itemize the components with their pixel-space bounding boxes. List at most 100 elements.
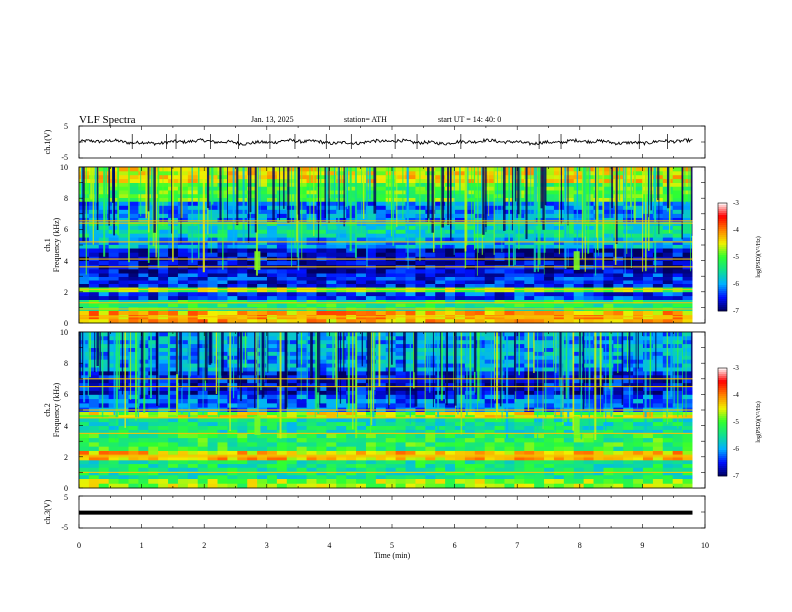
ch1-spectrogram-cell	[138, 276, 149, 281]
ch2-spectrogram-cell	[593, 390, 604, 395]
ch1-spectrogram-cell	[514, 248, 525, 253]
ch2-spectrogram-cell	[682, 474, 693, 480]
ch1-spectrogram-cell	[643, 291, 654, 297]
ch1-spectrogram-cell	[88, 299, 100, 304]
ch2-spectrogram-cell	[108, 414, 119, 419]
ch1-spectrogram-cell	[375, 280, 387, 285]
ch2-spectrogram-cell	[316, 386, 327, 391]
ch1-spectrogram-cell	[643, 295, 654, 300]
ch2-spectrogram-cell	[247, 367, 258, 372]
ch2-spectrogram-cell	[88, 390, 100, 395]
ch1-spectrogram-cell	[375, 229, 387, 234]
ch2-spectrogram-cell	[267, 363, 278, 368]
ch2-spectrogram-cell	[79, 429, 90, 434]
ch1-spectrogram-sferic	[162, 167, 164, 227]
ch1-spectrogram-cell	[415, 240, 426, 245]
ch1-spectrogram-cell	[316, 167, 327, 172]
ch2-spectrogram-cell	[316, 483, 327, 489]
ch2-spectrogram-cell	[415, 398, 426, 404]
ch1-spectrogram-cell	[138, 248, 149, 253]
ch1-spectrogram-cell	[346, 299, 357, 304]
ch1-spectrogram-cell	[276, 291, 288, 297]
ch1-spectrogram-cell	[405, 174, 416, 180]
ch1-spectrogram-sferic	[481, 167, 483, 214]
ch2-spectrogram-cell	[158, 367, 169, 372]
ch2-spectrogram-cell	[643, 411, 654, 416]
ch1-spectrogram-cell	[524, 299, 535, 304]
ch2-spectrogram-cell	[168, 474, 179, 480]
ch2-spectrogram-cell	[593, 421, 604, 426]
ch2-spectrogram-cell	[148, 382, 159, 387]
ch1-spectrogram-cell	[613, 225, 624, 230]
ch2-spectrogram-cell	[484, 483, 495, 489]
ch2-spectrogram-cell	[544, 483, 555, 489]
ch2-spectrogram-cell	[652, 483, 664, 489]
ch1-spectrogram-cell	[494, 273, 505, 277]
ch2-spectrogram-cell	[652, 414, 664, 419]
ch1-spectrogram-axis	[78, 166, 706, 324]
ch1-spectrogram-cell	[682, 310, 693, 316]
ch1-spectrogram-cell	[563, 174, 575, 180]
ch1-spectrogram-gap	[287, 167, 290, 224]
ch1-spectrogram-cell	[336, 276, 347, 281]
ch2-spectrogram-cell	[237, 390, 248, 395]
ch2-spectrogram-cell	[158, 402, 169, 408]
ch2-spectrogram-cell	[514, 386, 525, 391]
ch2-spectrogram-cell	[296, 378, 307, 384]
ch2-spectrogram-cell	[88, 378, 100, 384]
ch2-spectrogram-cell	[237, 459, 248, 465]
ch2-spectrogram-cell	[652, 441, 664, 447]
ch2-spectrogram-cell	[98, 371, 110, 376]
ch2-spectrogram-cell	[217, 417, 228, 423]
ch1-spectrogram-cell	[385, 233, 397, 238]
ch1-spectrogram-cell	[484, 217, 495, 222]
ch1-spectrogram-cell	[573, 248, 585, 253]
ch2-spectrogram-cell	[534, 446, 545, 451]
ch1-spectrogram-cell	[237, 213, 248, 218]
ch1-spectrogram-gap	[249, 167, 252, 213]
ch2-spectrogram-cell	[207, 483, 218, 489]
ch2-spectrogram-cell	[415, 371, 426, 376]
ch1-spectrogram-cell	[583, 252, 594, 257]
ch1-spectrogram-cell	[227, 244, 238, 249]
ch2-spectrogram-cell	[138, 411, 149, 416]
ch2-spectrogram-cell	[267, 467, 278, 472]
ch1-spectrogram-cell	[177, 248, 189, 253]
ch1-waveform-trace	[78, 137, 693, 147]
ch1-spectrogram-cell	[316, 276, 327, 281]
ch2-spectrogram-cell	[534, 382, 545, 387]
ch2-spectrogram-cell	[504, 425, 515, 430]
ch1-spectrogram-cell	[474, 280, 486, 285]
ch2-spectrogram-cell	[514, 414, 525, 419]
ch1-spectrogram-cell	[356, 248, 367, 253]
ch1-spectrogram-cell	[247, 182, 258, 187]
ch1-spectrogram-cell	[464, 233, 476, 238]
ch2-spectrogram-cell	[484, 402, 495, 408]
ch2-spectrogram-cell	[494, 394, 505, 400]
ch1-spectrogram-gap	[648, 167, 649, 218]
ch1-spectrogram-cell	[385, 273, 397, 277]
ch1-spectrogram-cell	[494, 252, 505, 257]
ch1-spectrogram-cell	[168, 310, 179, 316]
ch2-spectrogram-cell	[88, 417, 100, 423]
ch2-spectrogram-cell	[593, 433, 604, 439]
ch1-spectrogram-cell	[237, 182, 248, 187]
ch1-spectrogram-cell	[88, 213, 100, 218]
ch2-spectrogram-cell	[346, 459, 357, 465]
ch2-spectrogram-cell	[484, 478, 495, 484]
ch2-spectrogram-cell	[682, 459, 693, 465]
ch1-spectrogram-cell	[128, 318, 139, 324]
ch1-spectrogram-cell	[603, 205, 614, 210]
ch2-spectrogram-cell	[484, 421, 495, 426]
ch1-spectrogram-cell	[544, 182, 555, 187]
ch1-spectrogram-gap	[681, 167, 683, 240]
ch2-spectrogram-cell	[484, 446, 495, 451]
ch1-spectrogram-cell	[88, 197, 100, 202]
ch1-spectrogram-cell	[158, 295, 169, 300]
ch2-spectrogram-cell	[276, 414, 288, 419]
ch1-spectrogram-cell	[177, 273, 189, 277]
ch1-spectrogram-cell	[385, 240, 397, 245]
ch2-spectrogram-cell	[484, 386, 495, 391]
ch1-spectrogram-cell	[415, 186, 426, 191]
ch1-spectrogram-cell	[672, 197, 683, 202]
